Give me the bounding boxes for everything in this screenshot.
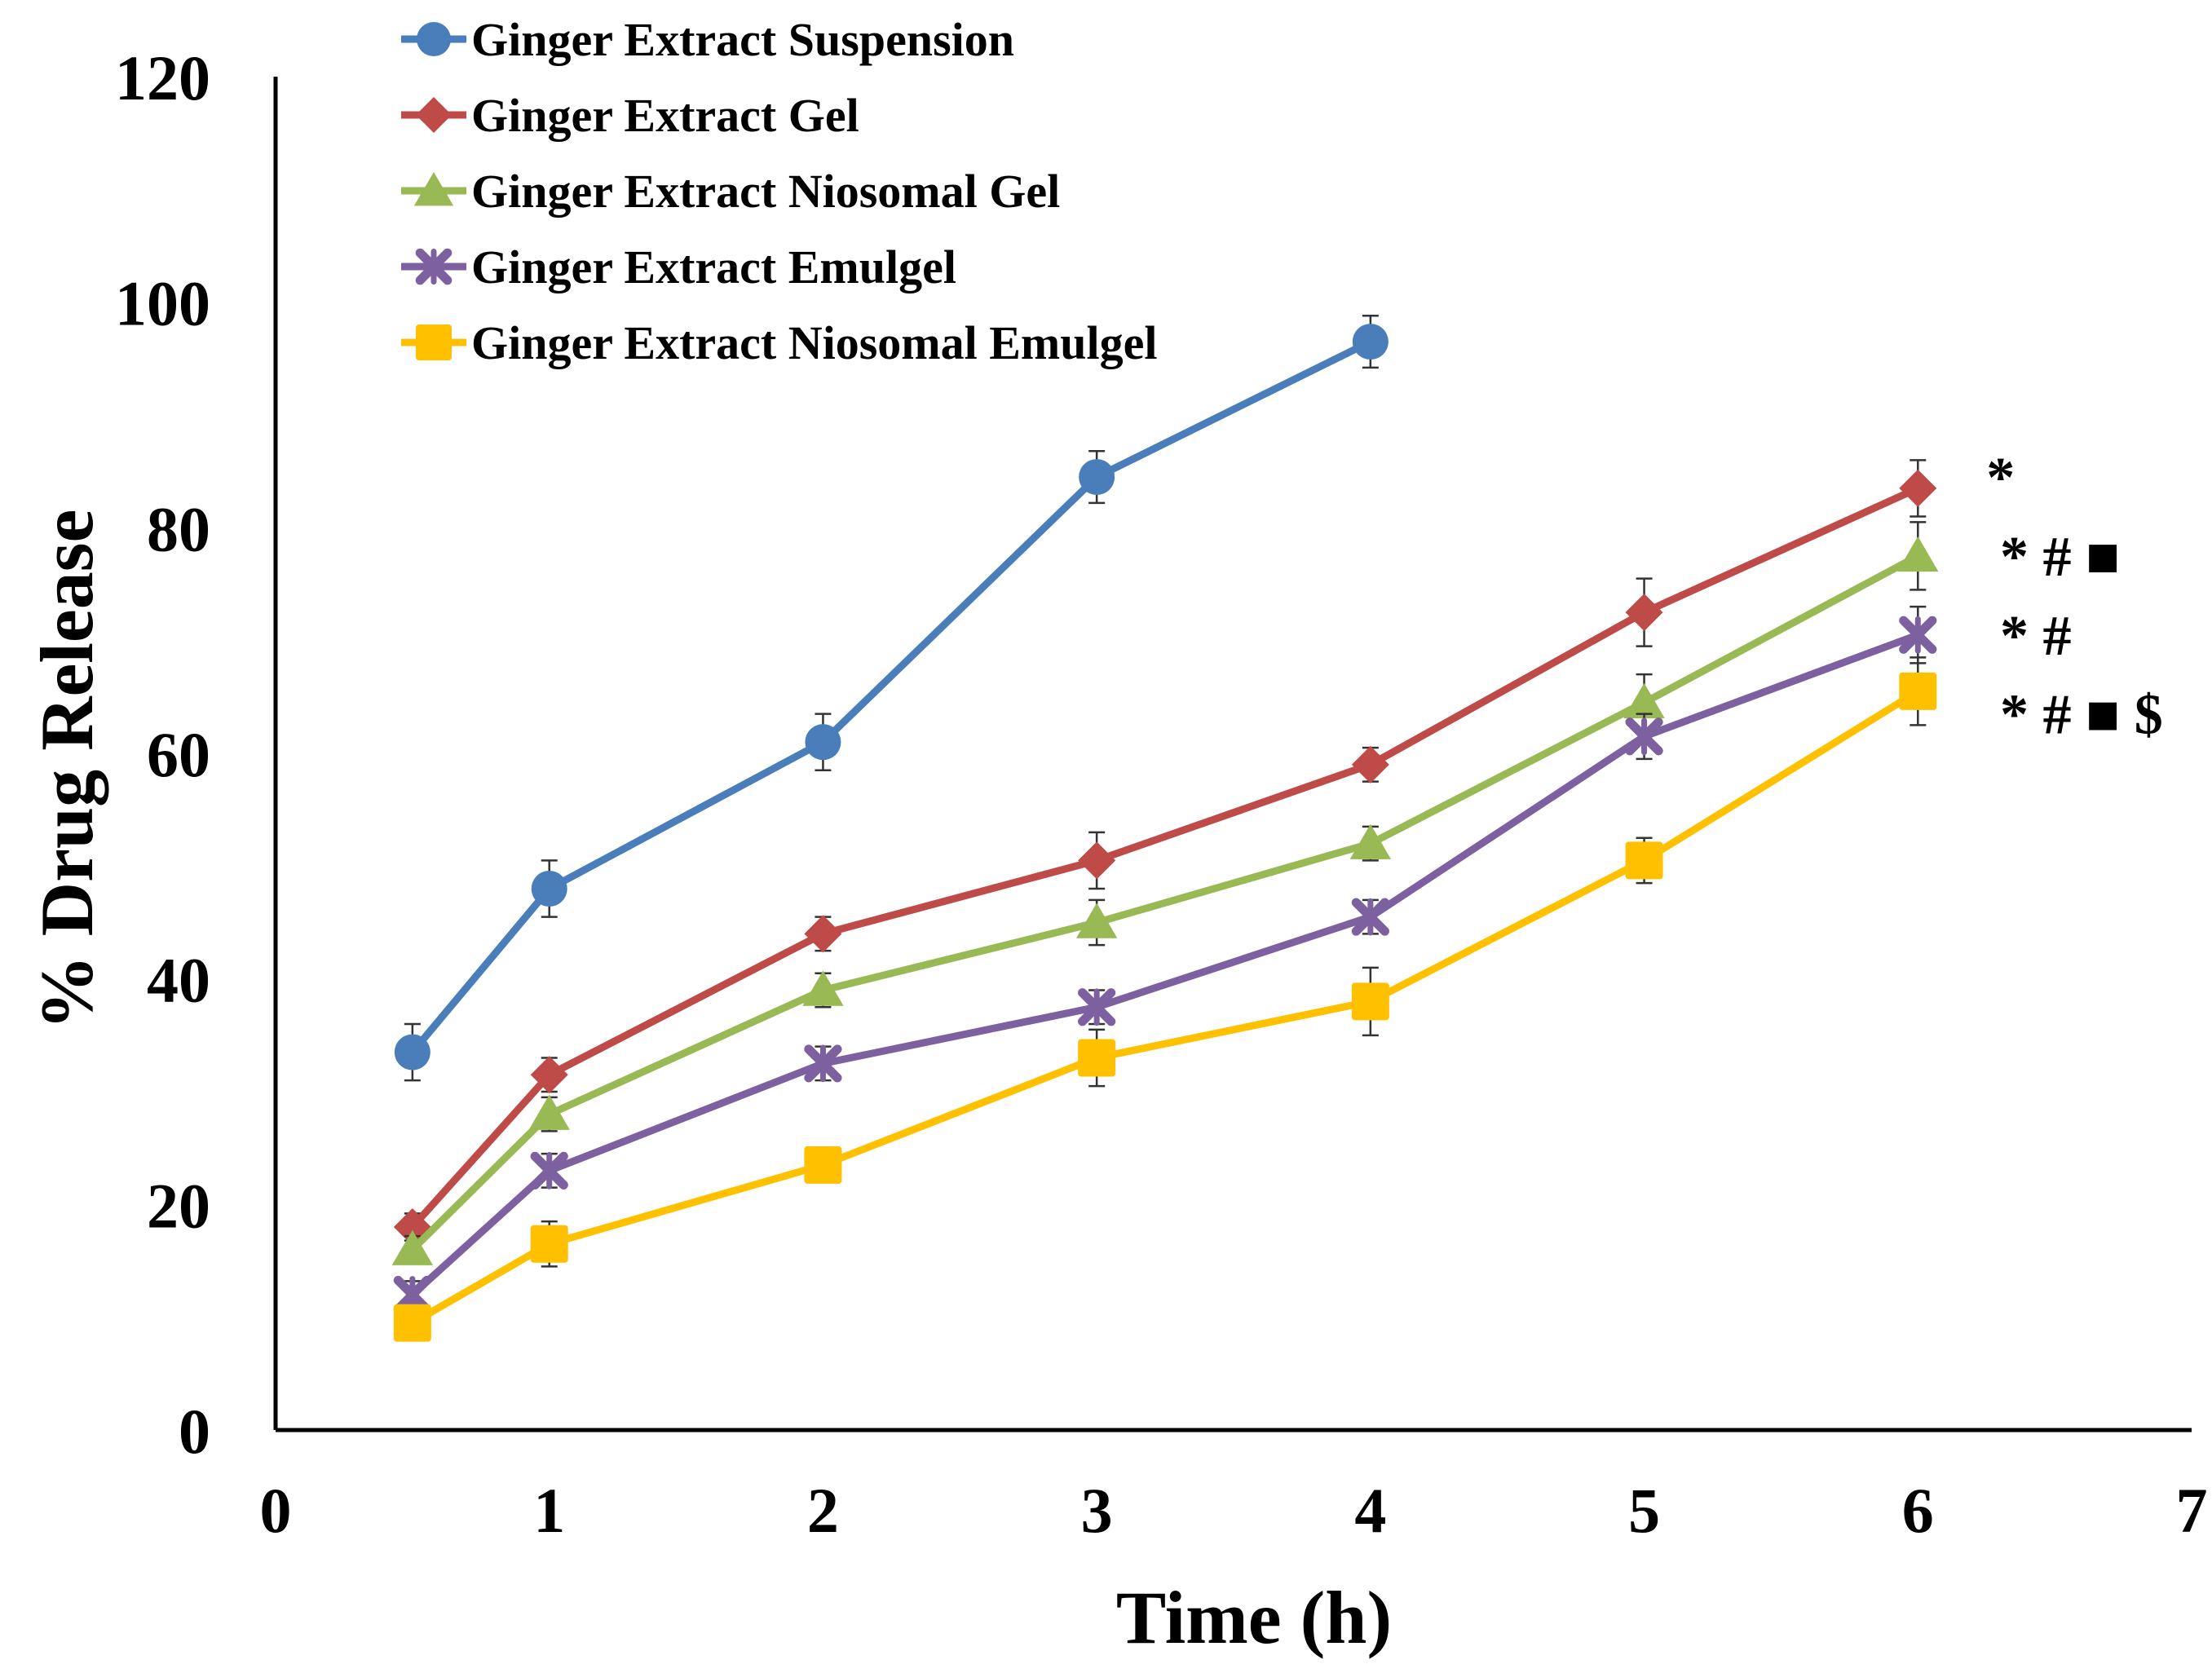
legend: Ginger Extract Suspension Ginger Extract … — [401, 13, 1157, 369]
legend-entry: Ginger Extract Niosomal Emulgel — [401, 316, 1157, 369]
data-point — [1623, 682, 1665, 718]
data-point — [394, 1034, 430, 1070]
series-line — [410, 688, 1920, 1326]
data-point — [528, 1094, 570, 1130]
series-circle — [394, 315, 1389, 1082]
data-point — [804, 1044, 842, 1083]
data-point — [1899, 616, 1937, 654]
significance-annotation: * — [1986, 447, 2015, 510]
significance-annotation: * # — [2000, 605, 2072, 668]
data-point — [530, 1225, 568, 1263]
data-point — [1899, 672, 1937, 710]
significance-annotation: * # ■ — [2000, 526, 2120, 589]
data-point — [1625, 841, 1663, 880]
data-point — [393, 1304, 431, 1342]
x-tick-label: 3 — [1081, 1475, 1113, 1546]
legend-marker — [415, 248, 453, 285]
data-point — [1897, 536, 1939, 572]
y-tick-label: 120 — [115, 42, 210, 113]
data-point — [391, 1229, 434, 1265]
legend-entry: Ginger Extract Niosomal Gel — [401, 165, 1060, 218]
series-triangle — [391, 521, 1939, 1265]
y-axis-title: % Drug Release — [25, 510, 108, 1031]
annotations: * * # ■ * # * # ■ $ — [1986, 447, 2163, 747]
series-line — [409, 552, 1920, 1252]
legend-label: Ginger Extract Suspension — [471, 13, 1014, 66]
data-point — [804, 1145, 842, 1184]
data-point — [1625, 594, 1663, 632]
data-point — [1349, 823, 1392, 859]
data-point — [1351, 898, 1389, 936]
y-tick-label: 100 — [115, 268, 210, 339]
data-point — [1078, 988, 1116, 1026]
y-tick-label: 20 — [147, 1170, 210, 1241]
legend-label: Ginger Extract Niosomal Emulgel — [471, 316, 1157, 369]
series-group — [391, 315, 1939, 1342]
data-point — [1351, 982, 1389, 1021]
series-line — [409, 484, 1920, 1230]
significance-annotation: * # ■ $ — [2000, 684, 2163, 747]
legend-label: Ginger Extract Niosomal Gel — [471, 165, 1060, 218]
x-tick-label: 4 — [1354, 1475, 1386, 1546]
legend-label: Ginger Extract Gel — [471, 89, 859, 142]
series-line — [409, 338, 1372, 1055]
data-point — [1899, 469, 1937, 507]
x-tick-label: 5 — [1628, 1475, 1660, 1546]
data-point — [1078, 841, 1116, 880]
data-point — [1351, 745, 1389, 784]
data-point — [1075, 903, 1118, 938]
legend-marker — [413, 172, 454, 206]
data-point — [1625, 717, 1663, 756]
series-line — [409, 631, 1919, 1298]
data-point — [530, 1056, 568, 1094]
data-point — [1352, 324, 1389, 360]
x-tick-label: 0 — [260, 1475, 292, 1546]
data-point — [804, 915, 842, 953]
legend-marker — [416, 97, 452, 133]
data-point — [805, 724, 841, 761]
legend-entry: Ginger Extract Emulgel — [401, 241, 956, 294]
x-tick-label: 6 — [1902, 1475, 1934, 1546]
legend-entry: Ginger Extract Suspension — [401, 13, 1014, 66]
data-point — [530, 1151, 568, 1190]
axes: 0 1 2 3 4 5 6 7 0 20 40 60 80 100 120 Time (h) % Drug Re… — [25, 42, 2208, 1659]
data-point — [1079, 459, 1115, 496]
series-square — [393, 656, 1937, 1342]
legend-marker — [417, 22, 451, 56]
x-tick-label: 2 — [807, 1475, 839, 1546]
x-tick-label: 1 — [533, 1475, 565, 1546]
series-star — [393, 605, 1937, 1314]
data-point — [802, 970, 844, 1006]
data-point — [531, 871, 567, 907]
series-diamond — [393, 459, 1937, 1246]
x-tick-label: 7 — [2176, 1475, 2208, 1546]
legend-marker — [416, 324, 452, 360]
y-tick-label: 60 — [147, 719, 210, 790]
legend-entry: Ginger Extract Gel — [401, 89, 859, 142]
y-tick-label: 40 — [147, 945, 210, 1016]
data-point — [1078, 1039, 1116, 1077]
x-axis-title: Time (h) — [1116, 1576, 1392, 1659]
legend-label: Ginger Extract Emulgel — [471, 241, 956, 294]
y-tick-label: 0 — [179, 1396, 210, 1467]
y-tick-label: 80 — [147, 493, 210, 564]
